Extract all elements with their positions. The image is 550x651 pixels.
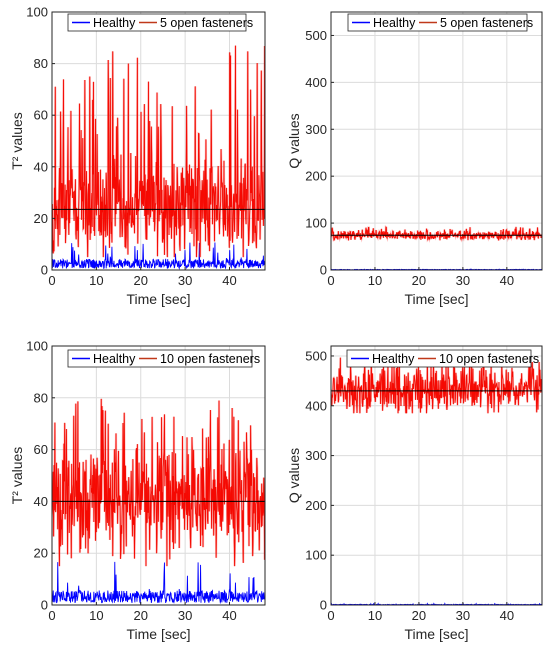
axes-box [51, 11, 266, 271]
x-tick-label: 10 [368, 608, 382, 623]
y-axis-label: Q values [286, 448, 302, 503]
series-line-healthy [52, 561, 265, 605]
legend-label: 10 open fasteners [160, 352, 260, 366]
x-tick-label: 0 [327, 273, 334, 288]
x-axis-label: Time [sec] [404, 291, 468, 307]
series-line-5-open-fasteners [331, 226, 542, 241]
axes-box [330, 11, 543, 271]
axes-box [330, 345, 543, 606]
chart-panel-1: 0 10 20 30 40 0 20 40 60 80 100 Time [sec] T² values… [9, 5, 266, 307]
legend: Healthy 5 open fasteners [67, 13, 253, 32]
x-tick-label: 20 [412, 608, 426, 623]
x-tick-label: 0 [327, 608, 334, 623]
x-axis-label: Time [sec] [404, 626, 468, 642]
axes-box [51, 345, 266, 606]
legend-label: 10 open fasteners [439, 352, 539, 366]
x-tick-label: 0 [48, 273, 55, 288]
x-tick-label: 20 [134, 608, 148, 623]
y-tick-label: 80 [34, 56, 48, 71]
y-axis-label: Q values [286, 113, 302, 168]
legend: Healthy 10 open fasteners [67, 349, 260, 368]
y-tick-label: 40 [34, 159, 48, 174]
x-tick-label: 10 [368, 273, 382, 288]
x-tick-label: 20 [412, 273, 426, 288]
x-axis-label: Time [sec] [126, 626, 190, 642]
x-tick-label: 0 [48, 608, 55, 623]
x-tick-label: 20 [134, 273, 148, 288]
x-axis-label: Time [sec] [126, 291, 190, 307]
y-axis-label: T² values [9, 112, 25, 170]
legend-label: 5 open fasteners [440, 16, 533, 30]
y-tick-label: 40 [34, 494, 48, 509]
y-axis-label: T² values [9, 447, 25, 505]
y-tick-label: 0 [320, 263, 327, 278]
y-tick-label: 60 [34, 108, 48, 123]
y-tick-label: 300 [305, 448, 327, 463]
x-tick-label: 10 [89, 608, 103, 623]
y-tick-label: 0 [41, 598, 48, 613]
legend: Healthy 5 open fasteners [347, 13, 533, 32]
series-line-10-open-fasteners [331, 356, 542, 414]
x-tick-label: 10 [89, 273, 103, 288]
x-tick-label: 30 [456, 608, 470, 623]
y-tick-label: 500 [305, 28, 327, 43]
x-tick-label: 30 [178, 608, 192, 623]
x-tick-label: 40 [500, 608, 514, 623]
legend-label: Healthy [93, 352, 136, 366]
series-line-10-open-fasteners [52, 398, 265, 567]
y-tick-label: 500 [305, 348, 327, 363]
legend: Healthy 10 open fasteners [346, 349, 539, 368]
y-tick-label: 100 [26, 339, 48, 354]
y-tick-label: 200 [305, 498, 327, 513]
y-tick-label: 100 [305, 216, 327, 231]
legend-label: 5 open fasteners [160, 16, 253, 30]
y-tick-label: 100 [26, 5, 48, 20]
legend-box [347, 13, 528, 32]
series-line-5-open-fasteners [52, 45, 265, 258]
legend-label: Healthy [93, 16, 136, 30]
legend-box [67, 349, 253, 368]
series-line-healthy [52, 242, 265, 270]
y-tick-label: 20 [34, 211, 48, 226]
x-tick-label: 40 [222, 273, 236, 288]
y-tick-label: 400 [305, 75, 327, 90]
legend-label: Healthy [372, 352, 415, 366]
y-tick-label: 100 [305, 548, 327, 563]
x-tick-label: 40 [500, 273, 514, 288]
y-tick-label: 400 [305, 398, 327, 413]
legend-box [346, 349, 532, 368]
x-tick-label: 40 [222, 608, 236, 623]
chart-panel-3: 0 10 20 30 40 0 20 40 60 80 100 Time [sec] T² values… [9, 339, 266, 642]
y-tick-label: 300 [305, 122, 327, 137]
y-tick-label: 60 [34, 442, 48, 457]
legend-label: Healthy [373, 16, 416, 30]
x-tick-label: 30 [178, 273, 192, 288]
y-tick-label: 0 [41, 263, 48, 278]
x-tick-label: 30 [456, 273, 470, 288]
y-tick-label: 20 [34, 546, 48, 561]
y-tick-label: 200 [305, 169, 327, 184]
y-tick-label: 0 [320, 598, 327, 613]
y-tick-label: 80 [34, 390, 48, 405]
